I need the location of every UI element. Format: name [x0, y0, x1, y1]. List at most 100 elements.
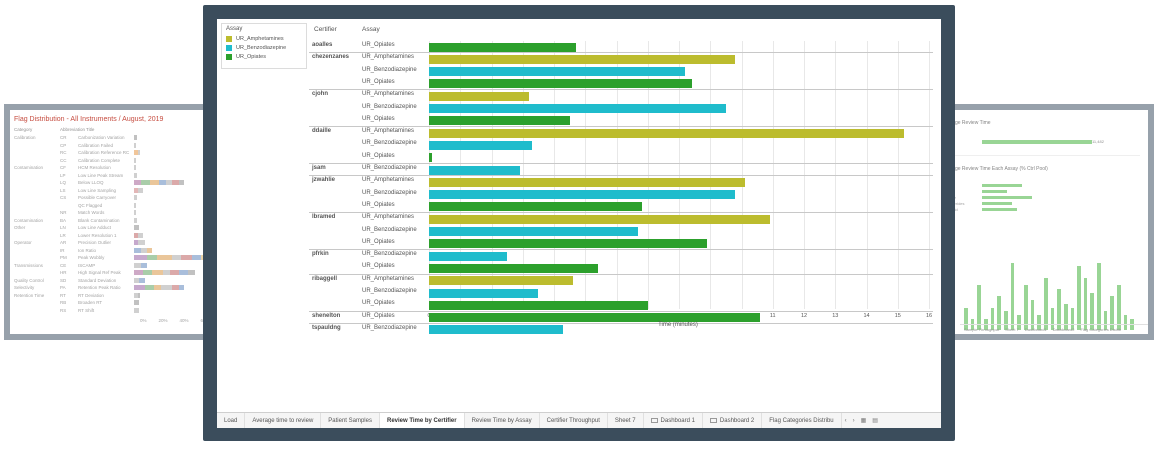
review-time-bar[interactable]	[429, 91, 529, 101]
sheet-tab[interactable]: Dashboard 2	[703, 413, 763, 428]
flag-row[interactable]: Quality Control SD Standard Deviation	[10, 277, 228, 285]
flag-stacked-bar	[134, 292, 141, 298]
grid-view-icon[interactable]: ▦	[860, 418, 867, 424]
review-time-bar[interactable]	[429, 42, 576, 52]
review-time-bar[interactable]	[429, 276, 573, 286]
flag-row[interactable]: RB Broaden RT	[10, 299, 228, 307]
certifier-label[interactable]: ddaille	[312, 128, 332, 135]
assay-column-header[interactable]: Assay	[362, 26, 380, 33]
flag-abbreviation: LQ	[60, 180, 67, 186]
review-time-bar[interactable]	[429, 190, 736, 200]
certifier-column-header[interactable]: Certifier	[314, 26, 337, 33]
review-time-bar[interactable]	[429, 153, 433, 163]
flag-bar-segment	[139, 277, 145, 283]
sheet-tab[interactable]: Dashboard 1	[644, 413, 703, 428]
flag-axis-tick: 20%	[158, 318, 168, 323]
review-time-dashboard-window[interactable]: Average Review Time 11,482 Average Revie…	[928, 104, 1154, 340]
flag-row[interactable]: LS Low Line Sampling	[10, 187, 228, 195]
scroll-right-icon[interactable]: ›	[852, 417, 855, 424]
sheet-tab[interactable]: Patient Samples	[321, 413, 380, 428]
flag-row[interactable]: HR High Signal Ref Peak	[10, 269, 228, 277]
certifier-label[interactable]: tspauldng	[312, 324, 341, 331]
certifier-label[interactable]: ribaggell	[312, 275, 338, 282]
flag-row[interactable]: CC Calibration Complete	[10, 157, 228, 165]
sheet-tab[interactable]: Average time to review	[245, 413, 322, 428]
review-time-bar[interactable]	[429, 263, 598, 273]
flag-row[interactable]: Operator AR Precision Outlier	[10, 239, 228, 247]
flag-row[interactable]: NR Match Words	[10, 209, 228, 217]
right-window-tab[interactable]: Flag Categories Distrib	[1080, 327, 1122, 332]
flag-row[interactable]: LQ Below LLOQ	[10, 179, 228, 187]
assay-time-bar	[982, 195, 1032, 199]
legend-label: UR_Amphetamines	[236, 35, 284, 42]
right-window-tab[interactable]: Sheet 7	[1005, 327, 1019, 332]
flag-row[interactable]: Retention Time RT RT Deviation	[10, 292, 228, 300]
flag-distribution-window[interactable]: Flag Distribution - All Instruments / Au…	[4, 104, 234, 340]
flag-row[interactable]: Selectivity PA Retention Peak Ratio	[10, 284, 228, 292]
review-time-bar[interactable]	[429, 214, 770, 224]
flag-category: Contamination	[14, 217, 44, 223]
right-window-tab[interactable]: Dashboard1	[1024, 327, 1047, 332]
certifier-label[interactable]: cjohn	[312, 91, 328, 98]
review-time-bar[interactable]	[429, 79, 692, 89]
flag-row[interactable]: Contamination CF HCM Resolution	[10, 164, 228, 172]
review-time-bar[interactable]	[429, 202, 642, 212]
flag-row[interactable]: Calibration CR Carbonization Variation	[10, 134, 228, 142]
flag-title: Ion Ratio	[78, 247, 97, 253]
sheet-tab[interactable]: Sheet 7	[608, 413, 644, 428]
review-time-bar[interactable]	[429, 165, 520, 175]
review-time-bar[interactable]	[429, 313, 761, 323]
legend-item[interactable]: UR_Amphetamines	[226, 34, 302, 43]
flag-row[interactable]: CS Possible Carryover	[10, 194, 228, 202]
flag-stacked-bar	[134, 135, 137, 141]
certifier-label[interactable]: pfrkin	[312, 251, 329, 258]
review-time-bar[interactable]	[429, 104, 726, 113]
certifier-label[interactable]: chezenzanes	[312, 54, 350, 61]
flag-row[interactable]: CP Calibration Failed	[10, 142, 228, 150]
review-time-bar[interactable]	[429, 116, 570, 126]
review-time-bar[interactable]	[429, 325, 564, 335]
legend-item[interactable]: UR_Benzodiazepine	[226, 43, 302, 52]
assay-label: UR_Opiates	[362, 201, 395, 208]
legend-item[interactable]: UR_Opiates	[226, 52, 302, 61]
right-window-tab[interactable]: Dashboard2	[1052, 327, 1075, 332]
assay-legend[interactable]: Assay UR_Amphetamines UR_Benzodiazepine UR…	[221, 23, 307, 69]
flag-row[interactable]: RS RT Shift	[10, 307, 228, 315]
flag-row[interactable]: Contamination BA Blank Contamination	[10, 217, 228, 225]
review-time-bar[interactable]	[429, 288, 539, 298]
review-time-bar[interactable]	[429, 300, 648, 310]
sheet-tab[interactable]: Review Time by Assay	[465, 413, 540, 428]
review-time-bar[interactable]	[429, 67, 686, 77]
review-time-bar[interactable]	[429, 227, 639, 236]
flag-row[interactable]: RC Calibration Reference RC	[10, 149, 228, 157]
certifier-label[interactable]: lbramed	[312, 214, 336, 221]
right-window-tab[interactable]: Sample Throughput	[964, 327, 1000, 332]
review-time-bar[interactable]	[429, 239, 708, 249]
sheet-tab[interactable]: Certifier Throughput	[540, 413, 608, 428]
flag-row[interactable]: QC Flagged	[10, 202, 228, 210]
certifier-label[interactable]: shenelton	[312, 312, 341, 319]
x-axis-tick: 16	[925, 313, 933, 319]
certifier-label[interactable]: jsam	[312, 165, 326, 171]
review-time-bar[interactable]	[429, 128, 904, 138]
assay-label: UR_Amphetamines	[362, 54, 415, 61]
flag-row[interactable]: PM Peak Wobbly	[10, 254, 228, 262]
flag-row[interactable]: LP Low Line Peak Stream	[10, 172, 228, 180]
scroll-left-icon[interactable]: ‹	[844, 417, 847, 424]
sheet-tab[interactable]: Load	[217, 413, 246, 428]
right-window-tabbar: Sample Throughput Sheet 7 Dashboard1 Dashbo…	[960, 324, 1148, 334]
review-time-bar[interactable]	[429, 177, 745, 187]
sheet-tab[interactable]: Review Time by Certifier	[379, 413, 465, 428]
review-time-bar[interactable]	[429, 140, 533, 150]
certifier-label[interactable]: aoalles	[312, 42, 333, 48]
flag-row[interactable]: Other LN Low Line Adduct	[10, 224, 228, 232]
flag-row[interactable]: LR Lower Resolution 1	[10, 232, 228, 240]
filmstrip-view-icon[interactable]: ▤	[872, 418, 878, 424]
review-time-bar[interactable]	[429, 251, 508, 261]
flag-row[interactable]: Transmissions CE ISCAMP	[10, 262, 228, 270]
flag-row[interactable]: IR Ion Ratio	[10, 247, 228, 255]
certifier-label[interactable]: jzwahlie	[312, 177, 336, 184]
sheet-tab[interactable]: Flag Categories Distribu	[762, 413, 842, 428]
flag-bar-segment	[150, 180, 160, 186]
review-time-bar[interactable]	[429, 54, 736, 64]
